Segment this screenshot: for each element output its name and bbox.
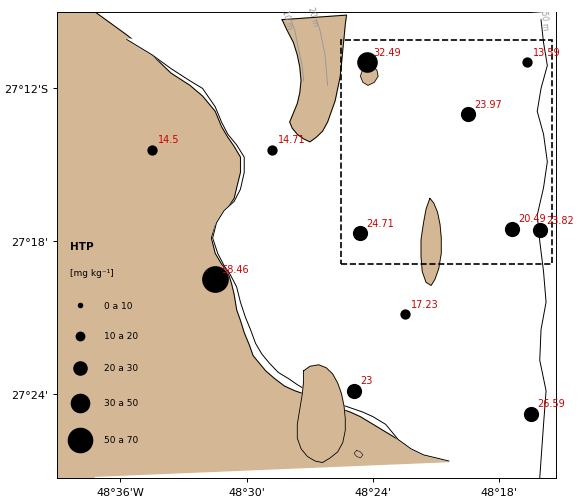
Text: 10 a 20: 10 a 20: [104, 332, 138, 341]
Text: 0 a 10: 0 a 10: [104, 301, 133, 310]
Text: 20.49: 20.49: [518, 214, 546, 224]
Text: 24.71: 24.71: [367, 218, 394, 228]
Text: 17.23: 17.23: [411, 299, 439, 309]
Text: 32.49: 32.49: [373, 48, 401, 58]
Text: 20 a 30: 20 a 30: [104, 364, 138, 373]
Text: 23: 23: [360, 375, 373, 385]
Polygon shape: [421, 199, 441, 286]
Point: [356, 230, 365, 238]
Text: 20 m: 20 m: [306, 6, 319, 27]
Text: 14.5: 14.5: [158, 135, 180, 145]
Point: [463, 111, 472, 119]
Point: [507, 225, 516, 233]
Point: [400, 311, 409, 319]
Bar: [342, 41, 552, 265]
Polygon shape: [127, 13, 556, 478]
Point: [75, 364, 85, 372]
Text: 58.46: 58.46: [222, 264, 249, 274]
Text: 50 a 70: 50 a 70: [104, 435, 138, 444]
Point: [350, 387, 359, 395]
Point: [362, 59, 371, 67]
Point: [526, 410, 536, 418]
Polygon shape: [57, 13, 461, 478]
Point: [75, 436, 85, 444]
Text: 23.97: 23.97: [474, 100, 502, 110]
Point: [75, 302, 85, 310]
Point: [267, 146, 277, 154]
Text: 23.82: 23.82: [546, 215, 574, 225]
Polygon shape: [95, 13, 556, 478]
Text: 26.59: 26.59: [537, 398, 565, 408]
Point: [75, 332, 85, 340]
Point: [522, 59, 532, 67]
Point: [535, 227, 544, 235]
Point: [75, 399, 85, 407]
Text: HTP: HTP: [70, 241, 94, 252]
Text: 10 m: 10 m: [280, 10, 294, 30]
Text: 30 a 50: 30 a 50: [104, 399, 138, 408]
Polygon shape: [360, 67, 378, 86]
Point: [148, 146, 157, 154]
Text: 13.59: 13.59: [533, 48, 561, 58]
Text: [mg kg⁻¹]: [mg kg⁻¹]: [70, 268, 113, 277]
Point: [211, 276, 220, 284]
Text: 50 m: 50 m: [540, 10, 550, 30]
Polygon shape: [282, 16, 346, 143]
Text: 14.71: 14.71: [278, 135, 306, 145]
Polygon shape: [297, 365, 345, 462]
Polygon shape: [354, 450, 363, 458]
